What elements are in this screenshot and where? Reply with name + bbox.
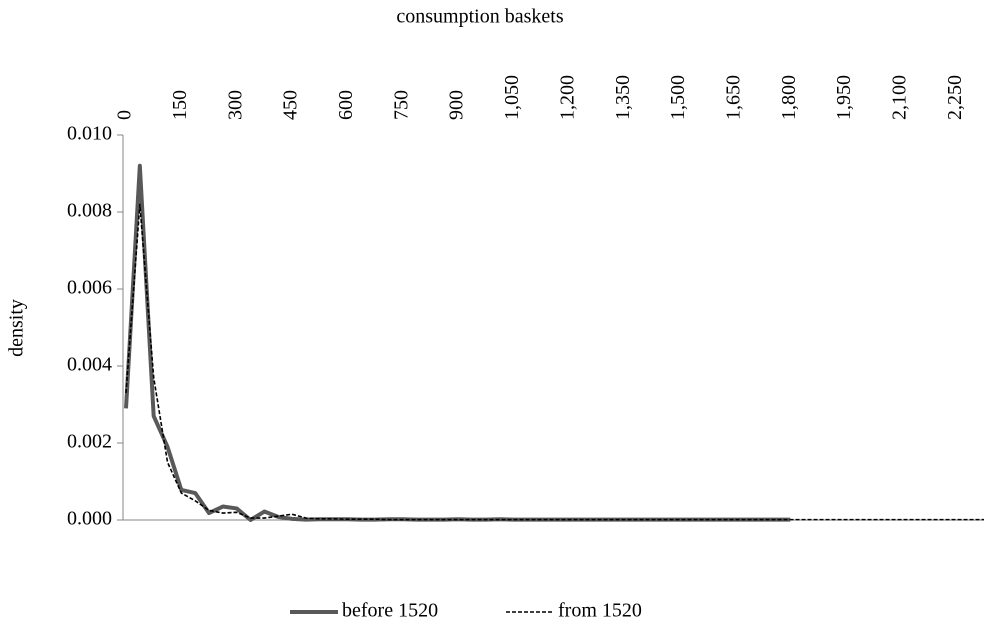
x-tick-label: 150 — [169, 90, 191, 120]
y-tick-label: 0.010 — [67, 123, 112, 145]
x-tick-label: 600 — [335, 90, 357, 120]
x-axis-title: consumption baskets — [396, 6, 563, 28]
x-tick-label: 1,650 — [722, 75, 744, 120]
x-tick-label: 450 — [280, 90, 302, 120]
x-tick-label: 1,200 — [556, 75, 578, 120]
line-series — [125, 203, 984, 521]
x-tick-label: 2,250 — [944, 75, 966, 120]
x-tick-label: 1,350 — [612, 75, 634, 120]
x-tick-label: 1,050 — [501, 75, 523, 120]
y-tick-label: 0.004 — [67, 354, 112, 376]
x-tick-label: 1,950 — [833, 75, 855, 120]
x-tick-label: 900 — [446, 90, 468, 120]
legend-label: before 1520 — [342, 600, 438, 622]
y-axis-title: density — [6, 299, 28, 357]
legend-label: from 1520 — [558, 600, 642, 622]
y-tick-label: 0.000 — [67, 508, 112, 530]
x-tick-label: 1,500 — [667, 75, 689, 120]
x-tick-label: 750 — [390, 90, 412, 120]
line-series — [124, 163, 791, 522]
y-tick-label: 0.008 — [67, 200, 112, 222]
y-tick-label: 0.002 — [67, 431, 112, 453]
x-tick-label: 300 — [224, 90, 246, 120]
x-tick-label: 0 — [114, 110, 136, 120]
x-tick-label: 2,100 — [889, 75, 911, 120]
x-tick-label: 1,800 — [778, 75, 800, 120]
y-tick-label: 0.006 — [67, 277, 112, 299]
